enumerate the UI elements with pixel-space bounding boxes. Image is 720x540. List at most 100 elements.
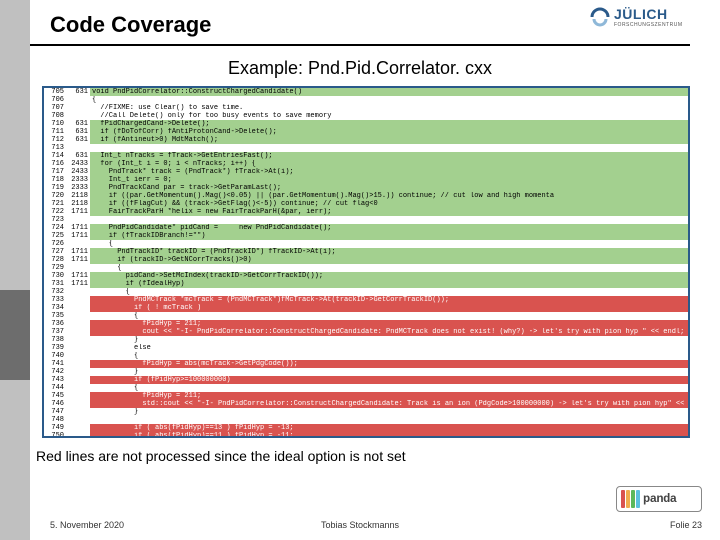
panda-bar xyxy=(631,490,635,508)
gutter: 7182333 xyxy=(44,176,90,184)
code-text: { xyxy=(90,288,688,296)
gutter: 744 xyxy=(44,384,90,392)
code-line: 7271711 PndTrackID* trackID = (PndTrackI… xyxy=(44,248,688,256)
code-line: 7172433 PndTrack* track = (PndTrack*) fT… xyxy=(44,168,688,176)
gutter: 740 xyxy=(44,352,90,360)
gutter: 736 xyxy=(44,320,90,328)
gutter: 713 xyxy=(44,144,90,152)
code-line: 734 if ( ! mcTrack ) xyxy=(44,304,688,312)
julich-logo: JÜLICH FORSCHUNGSZENTRUM xyxy=(590,6,700,40)
gutter: 723 xyxy=(44,216,90,224)
code-line: 749 if ( abs(fPidHyp)==13 ) fPidHyp = -1… xyxy=(44,424,688,432)
code-line: 707 //FIXME: use Clear() to save time. xyxy=(44,104,688,112)
code-text: fPidHyp = 211; xyxy=(90,392,688,400)
code-text: { xyxy=(90,264,688,272)
code-line: 735 { xyxy=(44,312,688,320)
gutter: 7162433 xyxy=(44,160,90,168)
code-line: 739 else xyxy=(44,344,688,352)
code-text: { xyxy=(90,384,688,392)
code-line: 710631 fPidChargedCand->Delete(); xyxy=(44,120,688,128)
code-text: fPidChargedCand->Delete(); xyxy=(90,120,688,128)
code-text: PndMCTrack *mcTrack = (PndMCTrack*)fMcTr… xyxy=(90,296,688,304)
code-text: if ( ! mcTrack ) xyxy=(90,304,688,312)
gutter: 7172433 xyxy=(44,168,90,176)
gutter: 746 xyxy=(44,400,90,408)
code-line: 7301711 pidCand->SetMcIndex(trackID->Get… xyxy=(44,272,688,280)
code-line: 729 { xyxy=(44,264,688,272)
code-line: 705631void PndPidCorrelator::ConstructCh… xyxy=(44,88,688,96)
code-text: if (trackID->GetNCorrTracks()>0) xyxy=(90,256,688,264)
code-line: 738 } xyxy=(44,336,688,344)
gutter: 710631 xyxy=(44,120,90,128)
page-title: Code Coverage xyxy=(50,12,211,38)
code-text: for (Int_t i = 0; i < nTracks; i++) { xyxy=(90,160,688,168)
code-text: else xyxy=(90,344,688,352)
gutter: 7271711 xyxy=(44,248,90,256)
julich-logo-text: JÜLICH xyxy=(614,6,683,22)
gutter: 749 xyxy=(44,424,90,432)
code-line: 714631 Int_t nTracks = fTrack->GetEntrie… xyxy=(44,152,688,160)
code-text xyxy=(90,144,688,152)
gutter: 747 xyxy=(44,408,90,416)
gutter: 745 xyxy=(44,392,90,400)
header-rule xyxy=(30,44,690,46)
code-text: pidCand->SetMcIndex(trackID->GetCorrTrac… xyxy=(90,272,688,280)
code-text: Int_t nTracks = fTrack->GetEntriesFast()… xyxy=(90,152,688,160)
code-text: PndTrack* track = (PndTrack*) fTrack->At… xyxy=(90,168,688,176)
code-text: if (fTrackIDBranch!="") xyxy=(90,232,688,240)
gutter: 729 xyxy=(44,264,90,272)
panda-bar xyxy=(626,490,630,508)
slide: Code Coverage JÜLICH FORSCHUNGSZENTRUM E… xyxy=(0,0,720,540)
code-body: 705631void PndPidCorrelator::ConstructCh… xyxy=(44,88,688,438)
code-line: 744 { xyxy=(44,384,688,392)
code-line: 741 fPidHyp = abs(mcTrack->GetPdgCode())… xyxy=(44,360,688,368)
gutter: 7251711 xyxy=(44,232,90,240)
gutter: 7301711 xyxy=(44,272,90,280)
code-text: } xyxy=(90,368,688,376)
panda-bar xyxy=(621,490,625,508)
code-line: 736 fPidHyp = 211; xyxy=(44,320,688,328)
footer-author: Tobias Stockmanns xyxy=(0,520,720,530)
code-line: 747 } xyxy=(44,408,688,416)
julich-logo-sub: FORSCHUNGSZENTRUM xyxy=(614,22,683,28)
gutter: 741 xyxy=(44,360,90,368)
gutter: 734 xyxy=(44,304,90,312)
left-rail xyxy=(0,0,30,540)
code-text: Int_t ierr = 0; xyxy=(90,176,688,184)
code-text xyxy=(90,216,688,224)
caption-text: Red lines are not processed since the id… xyxy=(36,448,406,464)
code-line: 732 { xyxy=(44,288,688,296)
code-line: 7162433 for (Int_t i = 0; i < nTracks; i… xyxy=(44,160,688,168)
code-line: 711631 if (fDoTofCorr) fAntiProtonCand->… xyxy=(44,128,688,136)
gutter: 742 xyxy=(44,368,90,376)
code-text: PndTrackID* trackID = (PndTrackID*) fTra… xyxy=(90,248,688,256)
code-line: 746 std::cout << "-I- PndPidCorrelator::… xyxy=(44,400,688,408)
gutter: 7212118 xyxy=(44,200,90,208)
code-text: if (fAntineut>0) MdtMatch(); xyxy=(90,136,688,144)
code-text: //FIXME: use Clear() to save time. xyxy=(90,104,688,112)
code-text: if ( abs(fPidHyp)==11 ) fPidHyp = -11; xyxy=(90,432,688,438)
code-line: 742 } xyxy=(44,368,688,376)
coverage-code-panel: 705631void PndPidCorrelator::ConstructCh… xyxy=(42,86,690,438)
gutter: 738 xyxy=(44,336,90,344)
code-text: if ((fFlagCut) && (track->GetFlag()<-5))… xyxy=(90,200,688,208)
code-line: 7212118 if ((fFlagCut) && (track->GetFla… xyxy=(44,200,688,208)
code-line: 7281711 if (trackID->GetNCorrTracks()>0) xyxy=(44,256,688,264)
code-line: 723 xyxy=(44,216,688,224)
gutter: 7202118 xyxy=(44,192,90,200)
code-text xyxy=(90,416,688,424)
code-line: 7241711 PndPidCandidate* pidCand = new P… xyxy=(44,224,688,232)
code-line: 750 if ( abs(fPidHyp)==11 ) fPidHyp = -1… xyxy=(44,432,688,438)
code-text: if ( abs(fPidHyp)==13 ) fPidHyp = -13; xyxy=(90,424,688,432)
code-text: if (fDoTofCorr) fAntiProtonCand->Delete(… xyxy=(90,128,688,136)
code-text: { xyxy=(90,96,688,104)
panda-logo-text: panda xyxy=(643,492,677,506)
gutter: 737 xyxy=(44,328,90,336)
code-text: { xyxy=(90,240,688,248)
code-line: 7311711 if (fIdealHyp) xyxy=(44,280,688,288)
code-line: 7251711 if (fTrackIDBranch!="") xyxy=(44,232,688,240)
code-text: PndTrackCand par = track->GetParamLast()… xyxy=(90,184,688,192)
code-text: fPidHyp = 211; xyxy=(90,320,688,328)
footer-folio: Folie 23 xyxy=(670,520,702,530)
gutter: 7281711 xyxy=(44,256,90,264)
